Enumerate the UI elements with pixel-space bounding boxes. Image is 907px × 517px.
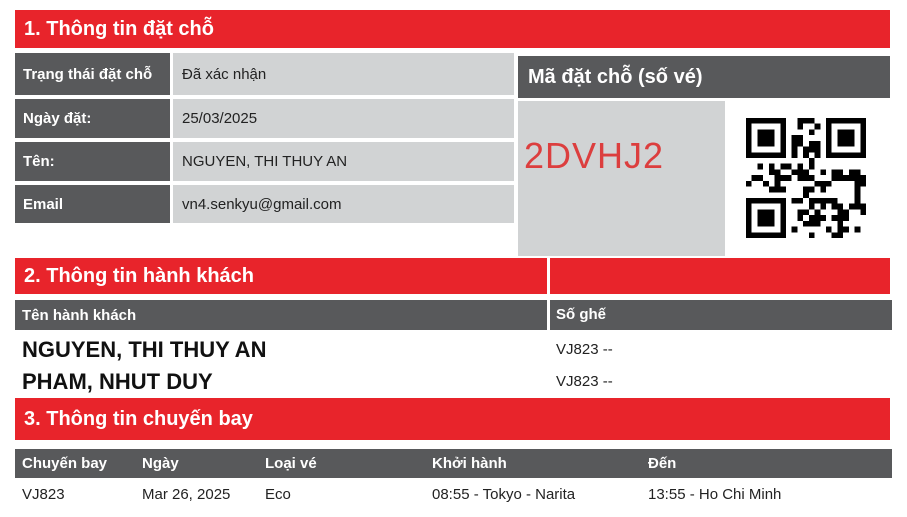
booking-date-value: 25/03/2025 [173, 99, 514, 138]
booker-name-value: NGUYEN, THI THUY AN [173, 142, 514, 181]
passenger-name: NGUYEN, THI THUY AN [22, 337, 267, 362]
booking-code: 2DVHJ2 [524, 135, 665, 176]
passenger-seat: VJ823 -- [556, 341, 613, 358]
arrival-cell: 13:55 - Ho Chi Minh [648, 486, 782, 503]
passenger-header-divider [547, 300, 550, 330]
email-label: Email [15, 185, 170, 223]
section3-title: 3. Thông tin chuyến bay [24, 407, 253, 430]
booking-status-label: Trạng thái đặt chỗ [15, 53, 170, 95]
departure-column-header: Khởi hành [432, 455, 507, 472]
booker-name-label: Tên: [15, 142, 170, 181]
booking-code-box: 2DVHJ2 [518, 101, 725, 256]
arrival-column-header: Đến [648, 455, 677, 472]
section1-title: 1. Thông tin đặt chỗ [24, 17, 214, 40]
section1-header-bar: 1. Thông tin đặt chỗ [15, 10, 890, 48]
booking-code-panel-header: Mã đặt chỗ (số vé) [518, 56, 890, 98]
seat-column-header: Số ghế [556, 306, 607, 323]
passenger-seat: VJ823 -- [556, 373, 613, 390]
flight-table-header [15, 449, 892, 478]
passenger-name: PHAM, NHUT DUY [22, 369, 213, 394]
booking-date-label: Ngày đặt: [15, 99, 170, 138]
fare-column-header: Loại vé [265, 455, 317, 472]
passenger-table-header: Tên hành khách [15, 300, 892, 330]
section2-bar-divider [547, 258, 550, 294]
email-value: vn4.senkyu@gmail.com [173, 185, 514, 223]
fare-type-cell: Eco [265, 486, 291, 503]
date-column-header: Ngày [142, 455, 179, 472]
flight-date-cell: Mar 26, 2025 [142, 486, 231, 503]
section2-header-bar: 2. Thông tin hành khách [15, 258, 890, 294]
flight-column-header: Chuyến bay [22, 455, 108, 472]
passenger-name-column-header: Tên hành khách [22, 306, 137, 324]
qr-code-icon [746, 118, 866, 238]
booking-status-value: Đã xác nhận [173, 53, 514, 95]
flight-number-cell: VJ823 [22, 486, 65, 503]
section3-header-bar: 3. Thông tin chuyến bay [15, 398, 890, 440]
departure-cell: 08:55 - Tokyo - Narita [432, 486, 576, 503]
section2-title: 2. Thông tin hành khách [24, 264, 254, 287]
